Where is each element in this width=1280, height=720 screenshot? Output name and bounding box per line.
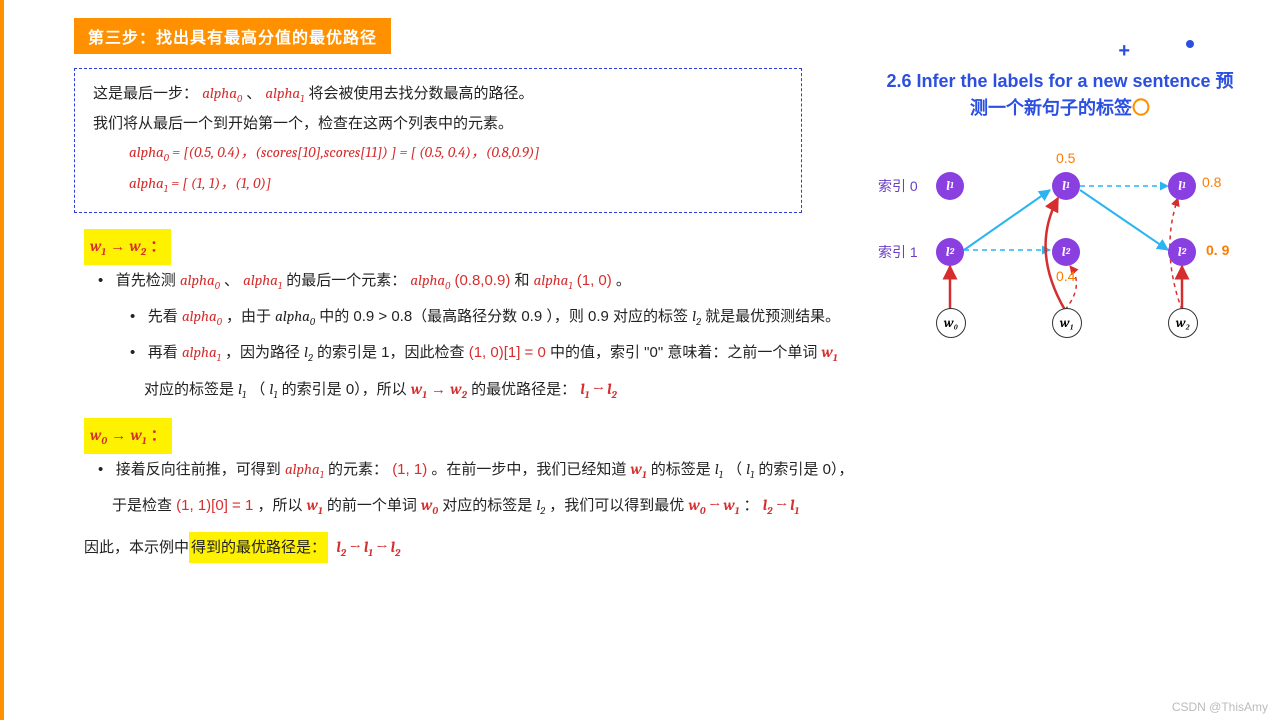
dot-icon — [1186, 40, 1194, 48]
plus-icon: + — [1118, 40, 1130, 63]
node-l1-0: l1 — [936, 172, 964, 200]
p6: 于是检查 (1, 1)[0] = 1 ，所以 w1 的前一个单词 w0 对应的标… — [84, 490, 1230, 522]
hl-w1w2: w1 → w2 ： — [84, 229, 171, 265]
s09: 0. 9 — [1206, 242, 1229, 258]
t: 将会被使用去找分数最高的路径。 — [308, 85, 533, 102]
final: 因此，本示例中得到的最优路径是： l2 → l1 → l2 — [84, 532, 1230, 564]
alpha1: alpha1 — [265, 84, 304, 102]
p5: • 接着反向往前推，可得到 alpha1 的元素： (1, 1) 。在前一步中，… — [84, 454, 1230, 486]
node-l2-1: l2 — [1052, 238, 1080, 266]
p4: 对应的标签是 l1 （ l1 的索引是 0），所以 w1 → w2 的最优路径是… — [84, 374, 1230, 406]
node-w2: w₂ — [1168, 308, 1198, 338]
slide: 第三步：找出具有最高分值的最优路径 这是最后一步： alpha0 、 alpha… — [0, 0, 1280, 720]
alpha0: alpha0 — [202, 84, 242, 102]
intro-box: 这是最后一步： alpha0 、 alpha1 将会被使用去找分数最高的路径。 … — [74, 68, 802, 213]
section-title: 2.6 Infer the labels for a new sentence … — [880, 68, 1240, 122]
node-l2-0: l2 — [936, 238, 964, 266]
s08: 0.8 — [1202, 174, 1221, 190]
node-w0: w₀ — [936, 308, 966, 338]
t: 这是最后一步： — [93, 85, 198, 102]
node-l1-1: l1 — [1052, 172, 1080, 200]
idx0: 索引 0 — [878, 176, 918, 196]
node-l2-2: l2 — [1168, 238, 1196, 266]
eq1: alpha0 = [(0.5, 0.4)，(scores[10],scores[… — [93, 138, 783, 169]
t: 、 — [246, 85, 261, 102]
idx1: 索引 1 — [878, 242, 918, 262]
trellis-diagram: l1 l1 l1 l2 l2 l2 w₀ w₁ w₂ 索引 0 索引 1 0.5… — [860, 150, 1240, 350]
s04: 0.4 — [1056, 268, 1075, 284]
node-w1: w₁ — [1052, 308, 1082, 338]
step-header: 第三步：找出具有最高分值的最优路径 — [74, 18, 391, 54]
hl-w0w1: w0 → w1 ： — [84, 418, 172, 454]
s05: 0.5 — [1056, 150, 1075, 166]
node-l1-2: l1 — [1168, 172, 1196, 200]
t: 我们将从最后一个到开始第一个，检查在这两个列表中的元素。 — [93, 110, 783, 139]
watermark: CSDN @ThisAmy — [1172, 700, 1268, 714]
eq2: alpha1 = [ (1, 1)，(1, 0)] — [93, 169, 783, 200]
